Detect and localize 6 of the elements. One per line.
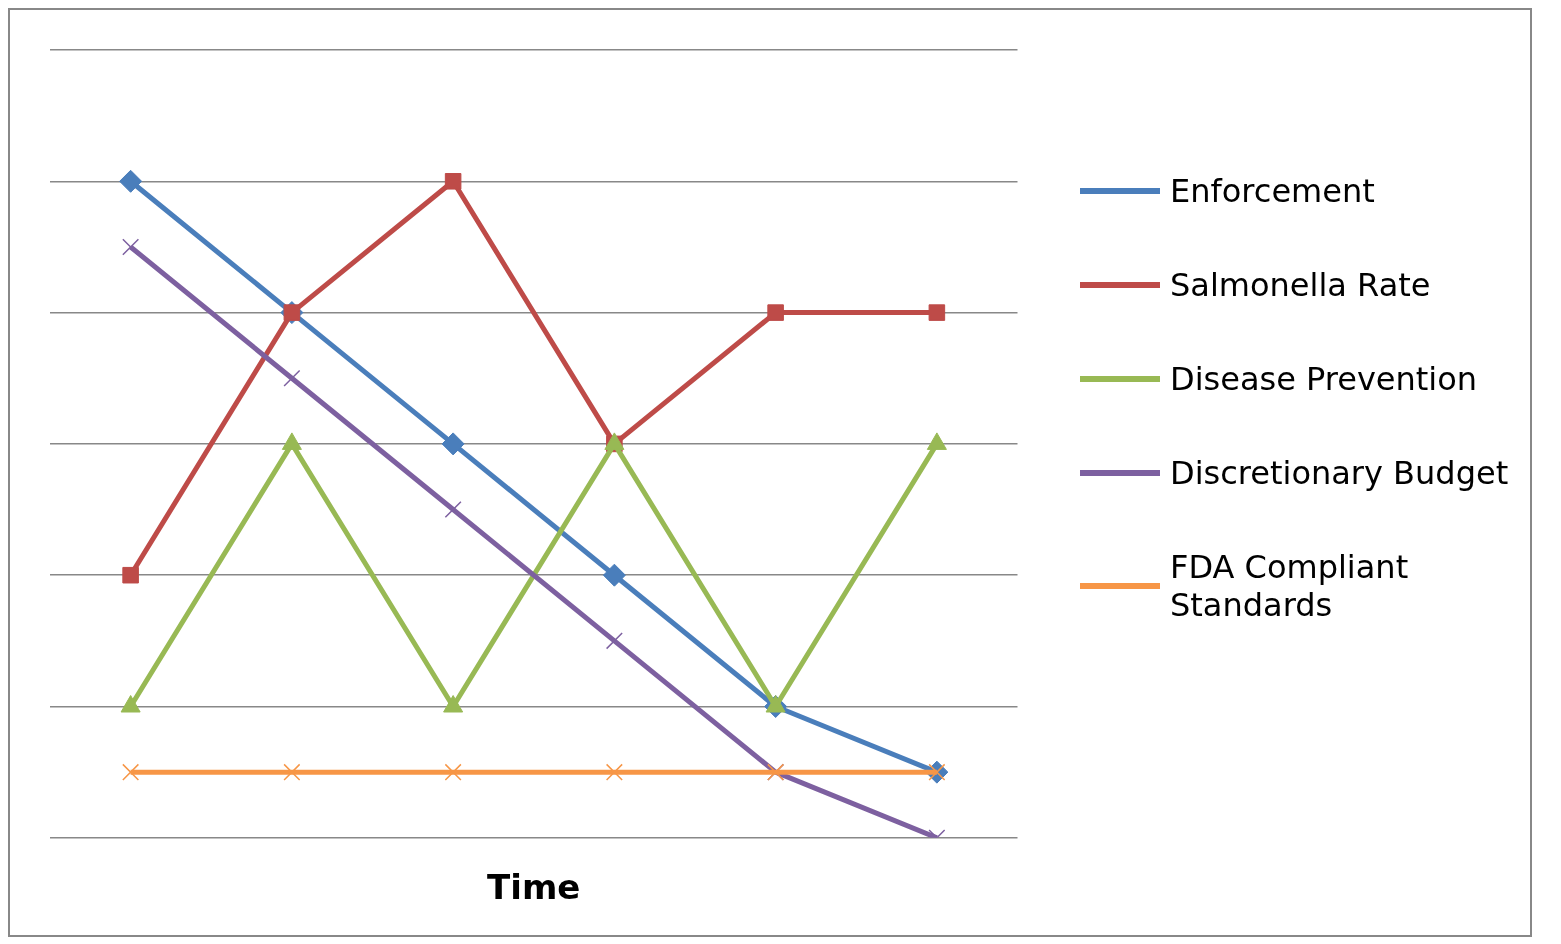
legend-label: FDA Compliant Standards (1170, 547, 1410, 624)
x-axis-title: Time (487, 867, 581, 908)
legend-label: Disease Prevention (1170, 359, 1478, 398)
legend-label: Discretionary Budget (1170, 453, 1509, 492)
legend-label: Enforcement (1170, 171, 1375, 210)
legend-label: Salmonella Rate (1170, 265, 1431, 304)
